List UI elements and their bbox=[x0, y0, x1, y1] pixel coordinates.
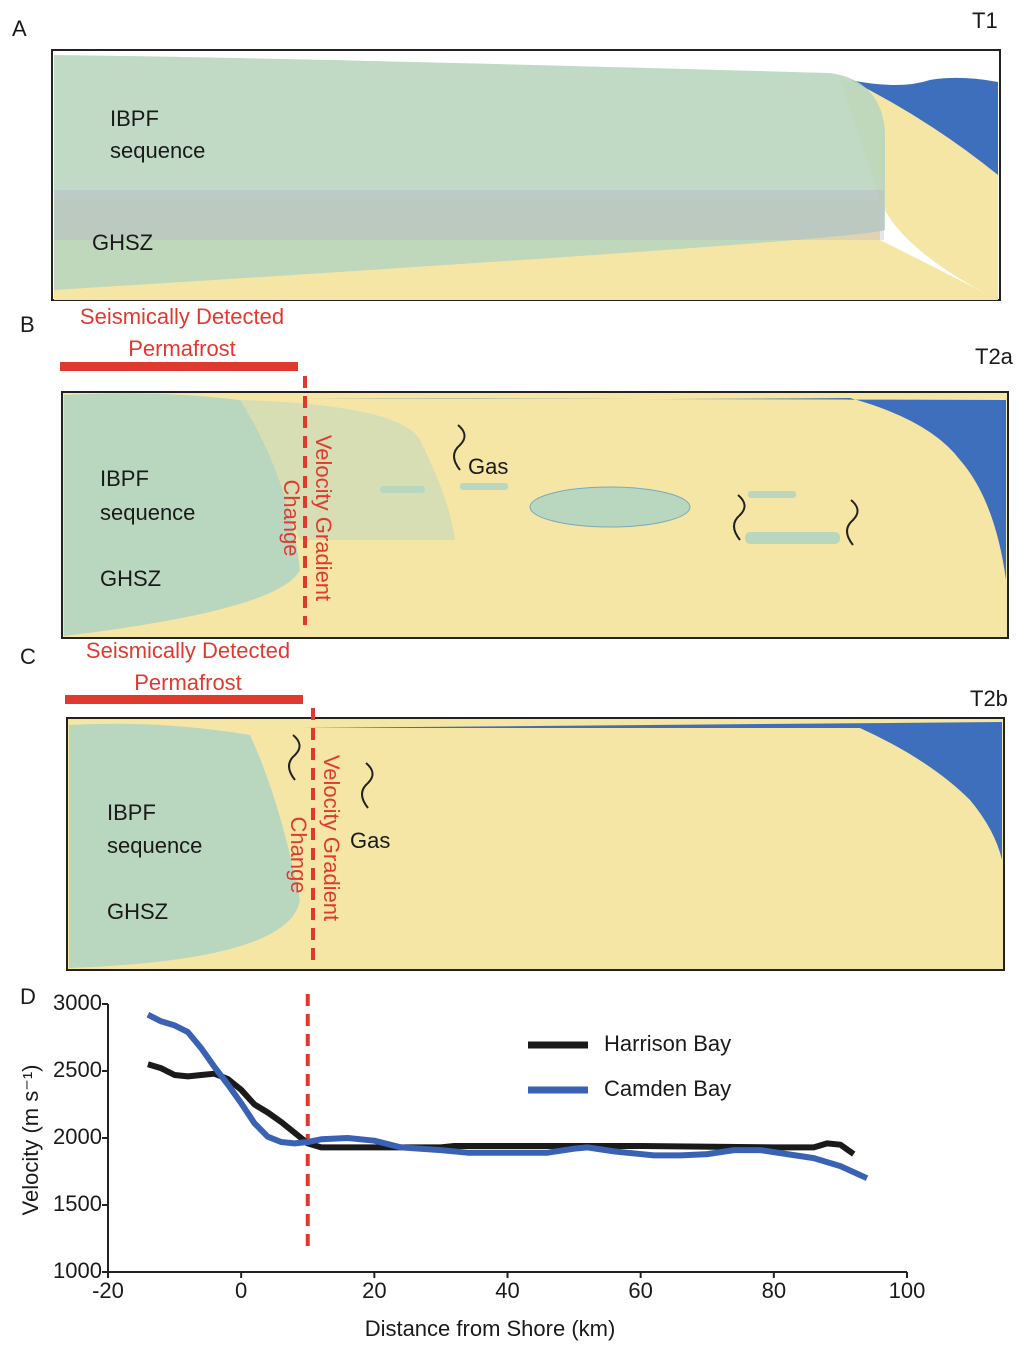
gradient-label: Change bbox=[286, 816, 311, 893]
panel-letter: D bbox=[20, 984, 36, 1009]
permafrost-label: Seismically Detected bbox=[80, 304, 284, 329]
x-tick-label: 20 bbox=[362, 1278, 386, 1303]
x-axis-label: Distance from Shore (km) bbox=[365, 1316, 616, 1341]
x-tick-label: 100 bbox=[889, 1278, 926, 1303]
permafrost-label: Permafrost bbox=[134, 670, 242, 695]
panel-a: A T1 IBPF sequence GHSZ bbox=[12, 8, 1000, 300]
stage-label: T2b bbox=[970, 686, 1008, 711]
gas-label: Gas bbox=[468, 454, 508, 479]
y-tick-label: 3000 bbox=[53, 990, 102, 1015]
permafrost-bar bbox=[65, 695, 303, 704]
stage-label: T1 bbox=[972, 8, 998, 33]
sand bbox=[300, 734, 1002, 968]
legend-label: Camden Bay bbox=[604, 1076, 731, 1101]
unit-label: sequence bbox=[100, 500, 195, 525]
lens bbox=[460, 483, 508, 490]
unit-label: sequence bbox=[110, 138, 205, 163]
panel-d: D Distance from Shore (km) Velocity (m s… bbox=[18, 984, 926, 1341]
lens bbox=[748, 491, 796, 498]
y-tick-label: 2000 bbox=[53, 1124, 102, 1149]
unit-label: sequence bbox=[107, 833, 202, 858]
x-tick-label: 40 bbox=[495, 1278, 519, 1303]
zone-label: GHSZ bbox=[92, 230, 153, 255]
zone-label: GHSZ bbox=[100, 566, 161, 591]
permafrost-bar bbox=[60, 362, 298, 371]
permafrost-label: Permafrost bbox=[128, 336, 236, 361]
stage-label: T2a bbox=[975, 344, 1014, 369]
gas-label: Gas bbox=[350, 828, 390, 853]
y-axis-label: Velocity (m s⁻¹) bbox=[18, 1065, 43, 1216]
panel-letter: B bbox=[20, 312, 35, 337]
unit-label: IBPF bbox=[107, 800, 156, 825]
unit-label: IBPF bbox=[100, 466, 149, 491]
gradient-label: Velocity Gradient bbox=[319, 755, 344, 921]
mixed-zone bbox=[54, 190, 884, 240]
series-line bbox=[148, 1015, 867, 1178]
gradient-label: Change bbox=[279, 479, 304, 556]
x-tick-label: -20 bbox=[92, 1278, 124, 1303]
x-tick-label: 60 bbox=[628, 1278, 652, 1303]
panel-letter: C bbox=[20, 644, 36, 669]
figure: A T1 IBPF sequence GHSZ B T2a Seismicall… bbox=[0, 0, 1025, 1347]
lens bbox=[380, 486, 425, 493]
series-line bbox=[148, 1064, 854, 1154]
zone-label: GHSZ bbox=[107, 899, 168, 924]
gradient-label: Velocity Gradient bbox=[311, 435, 336, 601]
panel-b: B T2a Seismically Detected Permafrost Ve… bbox=[20, 304, 1014, 638]
panel-c: C T2b Seismically Detected Permafrost Ve… bbox=[20, 638, 1008, 970]
y-tick-label: 1500 bbox=[53, 1191, 102, 1216]
permafrost-label: Seismically Detected bbox=[86, 638, 290, 663]
legend-label: Harrison Bay bbox=[604, 1031, 731, 1056]
panel-letter: A bbox=[12, 16, 27, 41]
gas-pocket bbox=[530, 487, 690, 527]
x-tick-label: 0 bbox=[235, 1278, 247, 1303]
x-tick-label: 80 bbox=[762, 1278, 786, 1303]
unit-label: IBPF bbox=[110, 106, 159, 131]
y-tick-label: 2500 bbox=[53, 1057, 102, 1082]
lens bbox=[745, 532, 840, 544]
